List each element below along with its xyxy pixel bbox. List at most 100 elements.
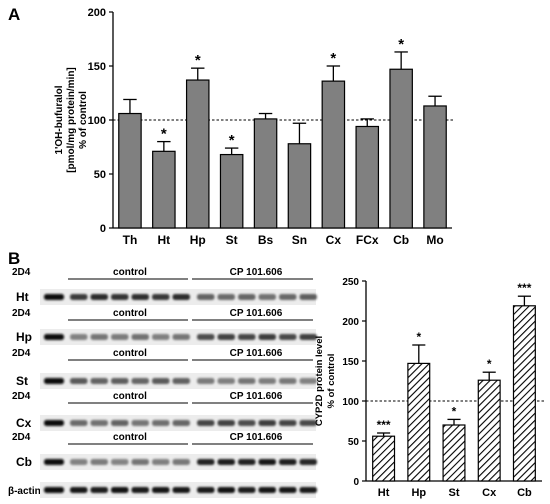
blot-band — [111, 294, 129, 300]
blot-band — [258, 459, 276, 465]
blot-band — [111, 378, 129, 384]
blot-band — [299, 420, 317, 426]
blot-band — [238, 294, 256, 300]
bar — [372, 435, 396, 482]
blot-band — [152, 378, 170, 384]
blot-antibody-label: 2D4 — [12, 432, 31, 443]
blot-band — [258, 294, 276, 300]
blot-antibody-label: 2D4 — [12, 267, 31, 278]
blot-band — [70, 294, 88, 300]
bar — [512, 305, 536, 482]
panel-label-a: A — [8, 5, 20, 24]
significance-marker: *** — [377, 418, 391, 432]
blot-band — [238, 487, 256, 493]
significance-marker: * — [452, 404, 457, 418]
blot-band — [90, 487, 108, 493]
blot-band-marker — [44, 294, 64, 300]
blot-band — [90, 294, 108, 300]
category-label: St — [449, 487, 460, 499]
y-tick-label: 50 — [348, 437, 360, 448]
blot-band — [172, 420, 190, 426]
blot-band — [238, 378, 256, 384]
category-label: Bs — [258, 233, 274, 247]
blot-antibody-label: 2D4 — [12, 391, 31, 402]
blot-band — [152, 334, 170, 340]
blot-group-control: control — [113, 267, 147, 278]
blot-group-control: control — [113, 348, 147, 359]
blot-band — [111, 459, 129, 465]
blot-band-marker — [44, 334, 64, 340]
y-tick-label: 0 — [353, 477, 359, 488]
y-tick-label: 100 — [88, 115, 106, 127]
bar — [442, 424, 466, 482]
blot-band — [172, 487, 190, 493]
blot-band-marker — [44, 378, 64, 384]
blot-group-treated: CP 101.606 — [230, 391, 283, 402]
blot-group-treated: CP 101.606 — [230, 348, 283, 359]
blot-band — [131, 334, 149, 340]
blot-band — [70, 459, 88, 465]
bar — [389, 68, 413, 229]
blot-band — [90, 378, 108, 384]
blot-antibody-label: 2D4 — [12, 308, 31, 319]
blot-band — [70, 420, 88, 426]
significance-marker: * — [487, 357, 492, 371]
significance-marker: * — [161, 126, 167, 143]
blot-band — [217, 420, 235, 426]
blot-band — [131, 378, 149, 384]
blot-band — [70, 334, 88, 340]
blot-band — [299, 487, 317, 493]
significance-marker: *** — [517, 281, 531, 295]
bar — [118, 112, 142, 229]
bar — [185, 79, 210, 229]
category-label: Cx — [326, 233, 342, 247]
blot-band — [197, 334, 215, 340]
blot-band — [299, 294, 317, 300]
bar — [287, 143, 312, 229]
blot-row-label: Ht — [16, 290, 29, 304]
blot-group-treated: CP 101.606 — [230, 267, 283, 278]
blot-band — [152, 294, 170, 300]
blot-band — [279, 294, 297, 300]
blot-band — [70, 378, 88, 384]
bar — [253, 118, 278, 229]
significance-marker: * — [416, 330, 421, 344]
blot-band — [279, 420, 297, 426]
blot-band-marker — [44, 420, 64, 426]
y-axis-label: % of control — [326, 354, 337, 409]
category-label: Th — [123, 233, 138, 247]
blot-band — [238, 334, 256, 340]
blot-band — [90, 334, 108, 340]
blot-band — [172, 294, 190, 300]
significance-marker: * — [195, 52, 201, 69]
blot-antibody-label: 2D4 — [12, 348, 31, 359]
blot-group-control: control — [113, 432, 147, 443]
blot-band — [299, 334, 317, 340]
category-label: Hp — [411, 487, 426, 499]
bar — [355, 125, 380, 229]
significance-marker: * — [398, 36, 404, 53]
blot-band — [152, 487, 170, 493]
blot-band — [131, 294, 149, 300]
y-tick-label: 200 — [88, 7, 106, 19]
blot-band — [111, 420, 129, 426]
significance-marker: * — [229, 132, 235, 149]
blot-row-label: Cb — [16, 455, 32, 469]
blot-band — [131, 420, 149, 426]
category-label: Cx — [482, 487, 497, 499]
blot-band — [238, 459, 256, 465]
western-blot: 2D4 control CP 101.606 2D4 control CP 101.606… — [8, 267, 317, 498]
blot-band — [279, 487, 297, 493]
category-label: Cb — [517, 487, 532, 499]
blot-group-control: control — [113, 391, 147, 402]
y-axis-label: % of control — [78, 91, 89, 149]
y-axis-label: CYP2D protein level — [314, 336, 325, 426]
y-tick-label: 100 — [342, 397, 359, 408]
panel-label-b: B — [8, 249, 20, 268]
blot-band — [217, 334, 235, 340]
blot-band — [172, 378, 190, 384]
blot-band — [111, 487, 129, 493]
bar — [407, 362, 431, 482]
blot-band — [217, 487, 235, 493]
